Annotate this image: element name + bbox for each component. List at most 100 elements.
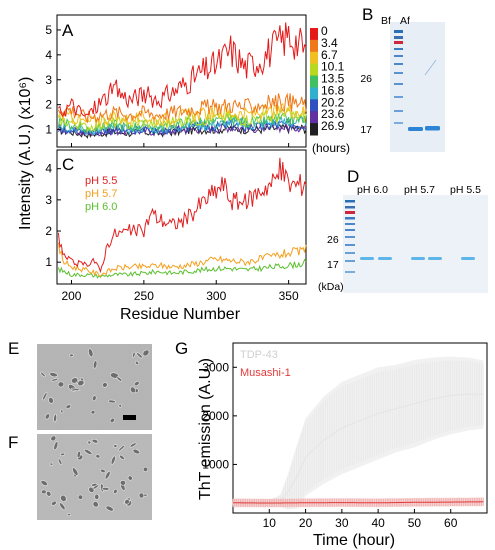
particle — [101, 487, 110, 491]
y-tick-label-1000: 1000 — [202, 457, 229, 471]
y-tick-label-3: 3 — [45, 193, 52, 207]
panel-label-e: E — [8, 339, 19, 358]
particle — [94, 493, 100, 500]
micrograph-f — [37, 434, 152, 520]
plot-g-ticks: 10 20 30 40 50 60 1000 2000 3000 — [202, 360, 457, 530]
scale-bar — [123, 415, 136, 420]
particle — [46, 490, 52, 497]
particle — [110, 455, 116, 465]
particle — [134, 381, 140, 387]
x-tick-label-300: 300 — [206, 289, 226, 303]
colorbar-swatch-2 — [310, 51, 318, 65]
y-axis-label-tht: ThT emission (A.U.) — [197, 358, 214, 500]
colorbar-tick-0: 0 — [321, 24, 328, 38]
x-tick-label-20: 20 — [299, 516, 313, 530]
colorbar-swatch-8 — [310, 123, 318, 136]
particle — [104, 471, 111, 480]
colorbar-tick-1: 3.4 — [321, 36, 338, 50]
gel-d — [343, 195, 488, 293]
series-line-168 — [58, 115, 307, 137]
particle — [92, 395, 97, 401]
plot-c-ticks: 200 250 300 350 1 2 3 4 — [45, 162, 299, 303]
particle — [60, 494, 67, 502]
legend-ph55: pH 5.5 — [85, 175, 117, 187]
colorbar-swatch-6 — [310, 99, 318, 112]
particle — [88, 348, 94, 358]
x-tick-label-30: 30 — [335, 516, 349, 530]
x-tick-label-60: 60 — [444, 516, 458, 530]
y-tick-label-1: 1 — [45, 255, 52, 269]
particle — [60, 452, 66, 456]
y-tick-label-4: 4 — [45, 48, 52, 62]
particle — [40, 480, 48, 486]
y-tick-label-3000: 3000 — [202, 360, 229, 374]
plot-a-ticks: 1 2 3 4 5 — [45, 23, 290, 147]
gel-b-lane-bf: Bf — [381, 15, 391, 27]
series-line-0 — [58, 22, 307, 118]
colorbar-tick-6: 20.2 — [321, 95, 345, 109]
particle — [84, 448, 93, 455]
y-tick-label-1: 1 — [45, 123, 52, 137]
colorbar-swatch-3 — [310, 63, 318, 77]
particle — [134, 360, 140, 366]
particle — [110, 417, 115, 423]
particle — [58, 458, 63, 465]
gel-d-marker-26: 26 — [327, 234, 339, 246]
particle — [129, 442, 137, 448]
plot-c-frame — [56, 149, 307, 285]
plot-a — [57, 22, 307, 139]
plot-c — [57, 157, 307, 279]
particle — [92, 501, 99, 508]
particle — [77, 380, 85, 387]
x-tick-label-350: 350 — [279, 289, 299, 303]
legend-ph60: pH 6.0 — [85, 201, 117, 213]
particle — [65, 404, 72, 409]
colorbar-tick-5: 16.8 — [321, 83, 345, 97]
x-tick-label-10: 10 — [263, 516, 277, 530]
particle — [92, 484, 99, 490]
particle — [90, 410, 96, 415]
particle — [136, 352, 143, 359]
gel-d-marker-17: 17 — [327, 259, 339, 271]
particle — [77, 494, 83, 500]
x-axis-label-residue: Residue Number — [120, 306, 241, 323]
particle — [105, 505, 114, 512]
particle — [76, 451, 81, 458]
x-tick-label-50: 50 — [408, 516, 422, 530]
particle — [142, 466, 149, 472]
panel-label-c: C — [62, 155, 74, 174]
particle — [59, 502, 66, 511]
particle — [91, 438, 99, 444]
particle — [113, 488, 118, 494]
particle — [48, 397, 54, 404]
panel-label-g: G — [175, 339, 188, 358]
particle — [109, 372, 119, 379]
particle — [51, 500, 57, 506]
series-line-67 — [57, 102, 307, 127]
colorbar-tick-8: 26.9 — [321, 119, 345, 133]
particle — [118, 445, 125, 452]
gel-b-marker-17: 17 — [360, 124, 372, 136]
colorbar-tick-7: 23.6 — [321, 107, 345, 121]
series-line-musashi1 — [233, 501, 484, 504]
particle — [87, 440, 92, 445]
particle — [132, 351, 136, 358]
particle — [95, 454, 101, 459]
gel-d-lane-ph60: pH 6.0 — [357, 184, 388, 196]
colorbar-tick-3: 10.1 — [321, 60, 345, 74]
gel-d-lane-ph55: pH 5.5 — [450, 184, 481, 196]
colorbar-tick-4: 13.5 — [321, 72, 345, 86]
particle — [92, 360, 98, 369]
colorbar-swatch-5 — [310, 87, 318, 100]
x-axis-label-time: Time (hour) — [313, 532, 395, 549]
y-axis-label-intensity: Intensity (A.U.) (x10⁶) — [17, 77, 34, 230]
colorbar-swatch-0 — [310, 28, 318, 41]
colorbar: 03.46.710.113.516.820.223.626.9 — [310, 24, 345, 136]
particle — [41, 489, 47, 495]
plot-g-frame — [232, 342, 488, 514]
particle — [49, 462, 54, 466]
particle — [66, 513, 72, 516]
gel-b-marker-26: 26 — [360, 73, 372, 85]
panel-label-a: A — [62, 21, 74, 40]
